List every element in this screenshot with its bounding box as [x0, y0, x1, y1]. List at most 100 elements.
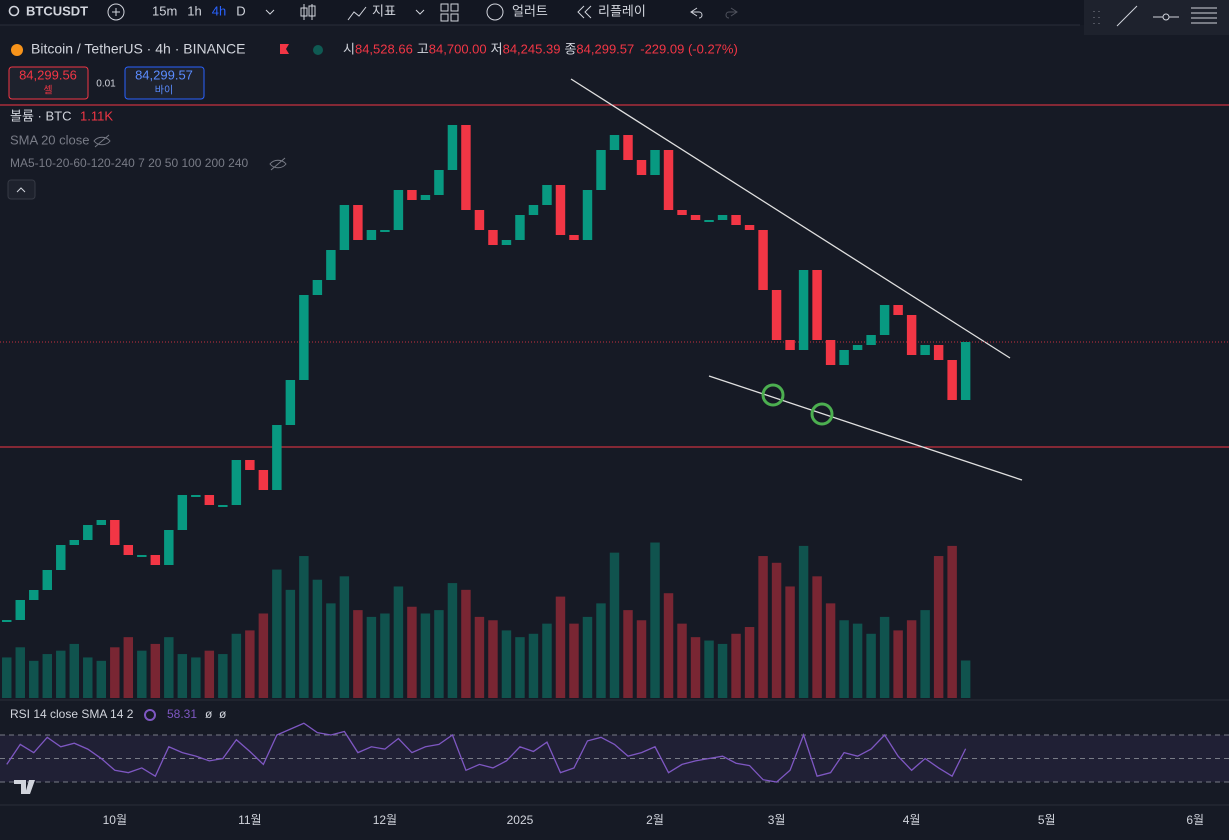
volume-bar	[96, 660, 107, 698]
candle	[461, 125, 471, 210]
x-tick-label: 2025	[507, 813, 534, 827]
alert-button[interactable]: 얼러트	[512, 3, 548, 18]
rsi-indicator: RSI 14 close SMA 14 2	[10, 707, 134, 721]
ohlc-value: 84,528.66	[355, 41, 413, 56]
volume-bar	[825, 603, 836, 698]
interval-button[interactable]: 4h	[212, 3, 226, 18]
volume-bar	[312, 579, 323, 698]
volume-bar	[353, 610, 363, 698]
replay-icon	[577, 5, 592, 19]
volume-bar	[204, 650, 215, 698]
buy-label: 바이	[155, 85, 173, 97]
collapse-legend[interactable]	[7, 179, 36, 200]
redo[interactable]	[725, 7, 738, 19]
collapse-icon	[16, 187, 26, 193]
chart-type-icon[interactable]	[300, 4, 316, 20]
volume-bar	[609, 552, 620, 698]
tv-logo	[14, 780, 35, 794]
candle	[609, 135, 620, 150]
candle	[744, 225, 755, 230]
replay-button[interactable]: 리플레이	[598, 3, 646, 18]
ohlc-label: 저	[491, 41, 503, 56]
candle	[839, 350, 849, 365]
candle	[933, 345, 944, 360]
volume-bar	[555, 596, 566, 698]
price-change: -229.09 (-0.27%)	[640, 41, 738, 56]
candle	[542, 185, 552, 205]
hidden-icon[interactable]	[269, 157, 287, 171]
volume-bar	[150, 643, 161, 698]
volume-bar	[758, 556, 768, 698]
flag[interactable]	[280, 44, 289, 54]
layout-icon[interactable]	[440, 3, 459, 22]
hidden-icon[interactable]	[93, 134, 111, 148]
ray-handle	[1162, 13, 1170, 21]
volume-bar	[636, 620, 647, 698]
indicators-dropdown[interactable]	[415, 9, 425, 15]
candle	[2, 620, 12, 622]
candle	[758, 230, 768, 290]
undo[interactable]	[690, 7, 703, 19]
volume-bar	[191, 657, 201, 698]
candle	[866, 335, 876, 345]
volume-bar	[366, 616, 377, 698]
candle	[515, 215, 525, 240]
interval-dropdown[interactable]	[265, 9, 275, 15]
toolbar	[0, 0, 1229, 25]
marker-circle[interactable]	[761, 383, 785, 407]
candle	[596, 150, 606, 190]
volume-bar	[717, 643, 728, 698]
volume-bar	[285, 589, 296, 698]
volume-bar	[515, 637, 525, 698]
candle	[110, 520, 120, 545]
candle	[731, 215, 741, 225]
volume-bar	[893, 630, 903, 698]
volume-bar	[528, 633, 539, 698]
volume-bar	[866, 633, 876, 698]
symbol[interactable]: BTCUSDT	[26, 3, 88, 18]
candle	[326, 250, 336, 280]
candle	[528, 205, 539, 215]
fib-tool[interactable]	[1191, 7, 1217, 24]
candle	[771, 290, 782, 340]
volume-bar	[231, 633, 242, 698]
volume-bar	[812, 576, 822, 698]
volume-bar	[29, 660, 39, 698]
volume-bar	[447, 583, 458, 698]
candle	[663, 150, 674, 210]
add-symbol[interactable]	[107, 3, 125, 21]
trendline-upper[interactable]	[570, 78, 1011, 359]
indicators-button[interactable]: 지표	[372, 3, 396, 18]
instrument-title: Bitcoin / TetherUS · 4h · BINANCE	[31, 41, 245, 57]
ohlc-label: 종	[564, 41, 576, 56]
x-tick-label: 6월	[1186, 813, 1204, 827]
alert-icon	[486, 3, 504, 21]
volume-bar	[623, 610, 633, 698]
trendline-tool[interactable]	[1116, 5, 1138, 27]
search-icon[interactable]	[8, 5, 20, 17]
marker-circle[interactable]	[810, 402, 834, 426]
rsi-extra: ø	[205, 707, 213, 721]
trendline-lower[interactable]	[708, 375, 1023, 481]
buy-price: 84,299.57	[135, 67, 193, 82]
interval-button[interactable]: 1h	[187, 3, 201, 18]
candle	[366, 230, 377, 240]
drag-handle[interactable]	[1093, 11, 1100, 24]
sell-button[interactable]	[8, 66, 89, 100]
candle	[677, 210, 687, 215]
candle	[434, 170, 444, 195]
volume-value: 1.11K	[80, 108, 113, 123]
sell-price: 84,299.56	[19, 67, 77, 82]
candle	[15, 600, 25, 620]
interval-button[interactable]: D	[236, 3, 245, 18]
volume-bar	[488, 620, 498, 698]
candle	[191, 495, 201, 497]
candle	[555, 185, 566, 235]
volume-bar	[42, 654, 52, 698]
ohlc-label: 시	[343, 41, 355, 56]
interval-button[interactable]: 15m	[152, 3, 177, 18]
buy-button[interactable]	[124, 66, 205, 100]
candle	[690, 215, 701, 220]
volume-bar	[407, 606, 417, 698]
candle	[582, 190, 593, 240]
